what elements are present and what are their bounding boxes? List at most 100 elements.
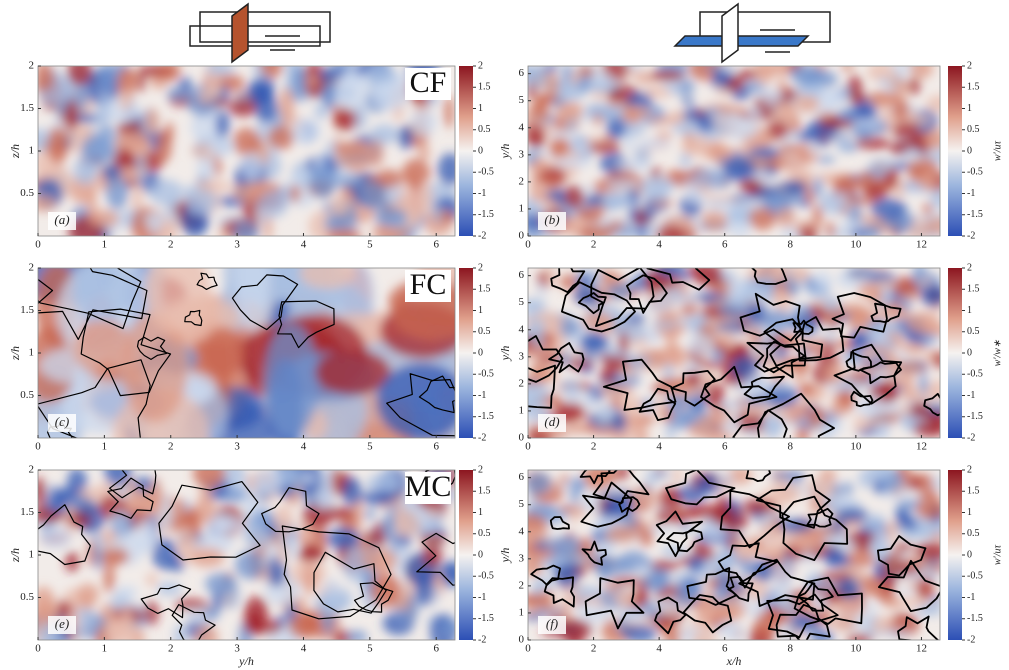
field-blob (814, 422, 845, 434)
field-blob (838, 303, 865, 316)
x-tick-label: 8 (788, 643, 794, 655)
field-blob (807, 525, 841, 538)
field-blob (232, 127, 262, 157)
field-blob (608, 429, 634, 438)
panel-label: (e) (55, 616, 69, 631)
field-blob (213, 155, 222, 177)
colorbar-tick-label: 0.5 (478, 124, 491, 135)
field-blob (528, 563, 541, 577)
field-blob (838, 220, 867, 231)
contour (665, 470, 736, 506)
x-tick-label: 10 (850, 441, 862, 453)
field-blob (819, 118, 855, 129)
field-blob (528, 319, 546, 338)
field-blob (897, 349, 908, 359)
field-blob (851, 328, 863, 352)
colorbar-tick-label: 0 (478, 145, 483, 156)
colorbar-tick-label: 2 (478, 262, 483, 273)
field-blob (644, 470, 672, 479)
field-blob (555, 102, 584, 121)
field-blob (70, 497, 95, 508)
field-blob (72, 320, 134, 376)
field-blob (657, 607, 680, 616)
y-tick-label: 2 (519, 377, 525, 389)
field-blob (722, 156, 755, 180)
colorbar-tick-label: 0 (967, 347, 972, 358)
field-blob (558, 506, 577, 514)
field-blob (104, 616, 140, 640)
field-blob (922, 202, 933, 216)
field-blob (649, 560, 681, 571)
field-blob (691, 268, 723, 284)
contour (618, 496, 641, 513)
contour (762, 340, 807, 374)
field-blob (560, 474, 570, 485)
field-blob (901, 342, 926, 354)
field-blob (822, 329, 837, 342)
field-blob (155, 130, 172, 163)
colorbar-tick-label: 0 (967, 145, 972, 156)
field-blob (611, 229, 633, 236)
contour (766, 593, 839, 639)
field-blob (346, 630, 368, 640)
panel-label: (c) (55, 414, 69, 429)
field-blob (875, 102, 892, 109)
colorbar-tick-label: -1 (967, 188, 975, 199)
colorbar-tick-label: 1 (967, 305, 972, 316)
field-blob (67, 66, 92, 86)
field-blob (776, 207, 796, 228)
field-blob (38, 66, 55, 92)
field-blob (205, 66, 236, 75)
x-tick-label: 0 (525, 239, 531, 251)
field-blob (912, 157, 938, 179)
field-blob (291, 66, 306, 101)
field-blob (232, 220, 259, 236)
contour (38, 359, 151, 438)
field-blob (715, 620, 740, 636)
contour (797, 582, 834, 612)
field-blob (219, 85, 229, 102)
field-blob (310, 164, 337, 199)
colorbar-tick-label: -2 (967, 432, 975, 443)
field-blob (606, 117, 627, 140)
x-tick-label: 6 (722, 441, 728, 453)
axes-frame (527, 267, 941, 439)
field-blob (213, 74, 245, 92)
field-blob (694, 361, 728, 369)
colorbar-tick-label: 2 (967, 60, 972, 71)
field-blob (402, 158, 431, 188)
field-blob (748, 272, 784, 281)
field-blob (897, 551, 907, 561)
field-blob (637, 222, 647, 236)
y-tick-label: 2 (519, 175, 525, 187)
contour (549, 516, 570, 530)
field-blob (288, 613, 321, 639)
x-tick-label: 5 (367, 643, 373, 655)
colorbar-tick-label: 1 (478, 305, 483, 316)
field-blob (863, 513, 887, 530)
contour (528, 335, 564, 383)
field-blob (530, 174, 564, 184)
field-blobs (38, 66, 455, 236)
colorbar-tick-label: -1.5 (967, 613, 983, 624)
contour (38, 268, 148, 340)
field-blob (548, 131, 582, 139)
contour (313, 551, 387, 614)
x-tick-label: 0 (525, 643, 531, 655)
field-blob (372, 81, 408, 111)
field-blob (418, 144, 430, 161)
colorbar-tick-label: -2 (967, 230, 975, 241)
field-blob (606, 526, 638, 535)
field-blob (810, 630, 835, 640)
field-blobs (528, 66, 940, 236)
field-blob (901, 391, 916, 401)
field-blob (47, 126, 69, 165)
field-blob (770, 562, 795, 586)
colorbar-tick-label: -1 (967, 390, 975, 401)
field-blob (222, 487, 246, 503)
field-blob (724, 117, 758, 140)
field-blob (398, 125, 414, 150)
field-blob (38, 586, 56, 624)
field-blob (374, 207, 408, 227)
